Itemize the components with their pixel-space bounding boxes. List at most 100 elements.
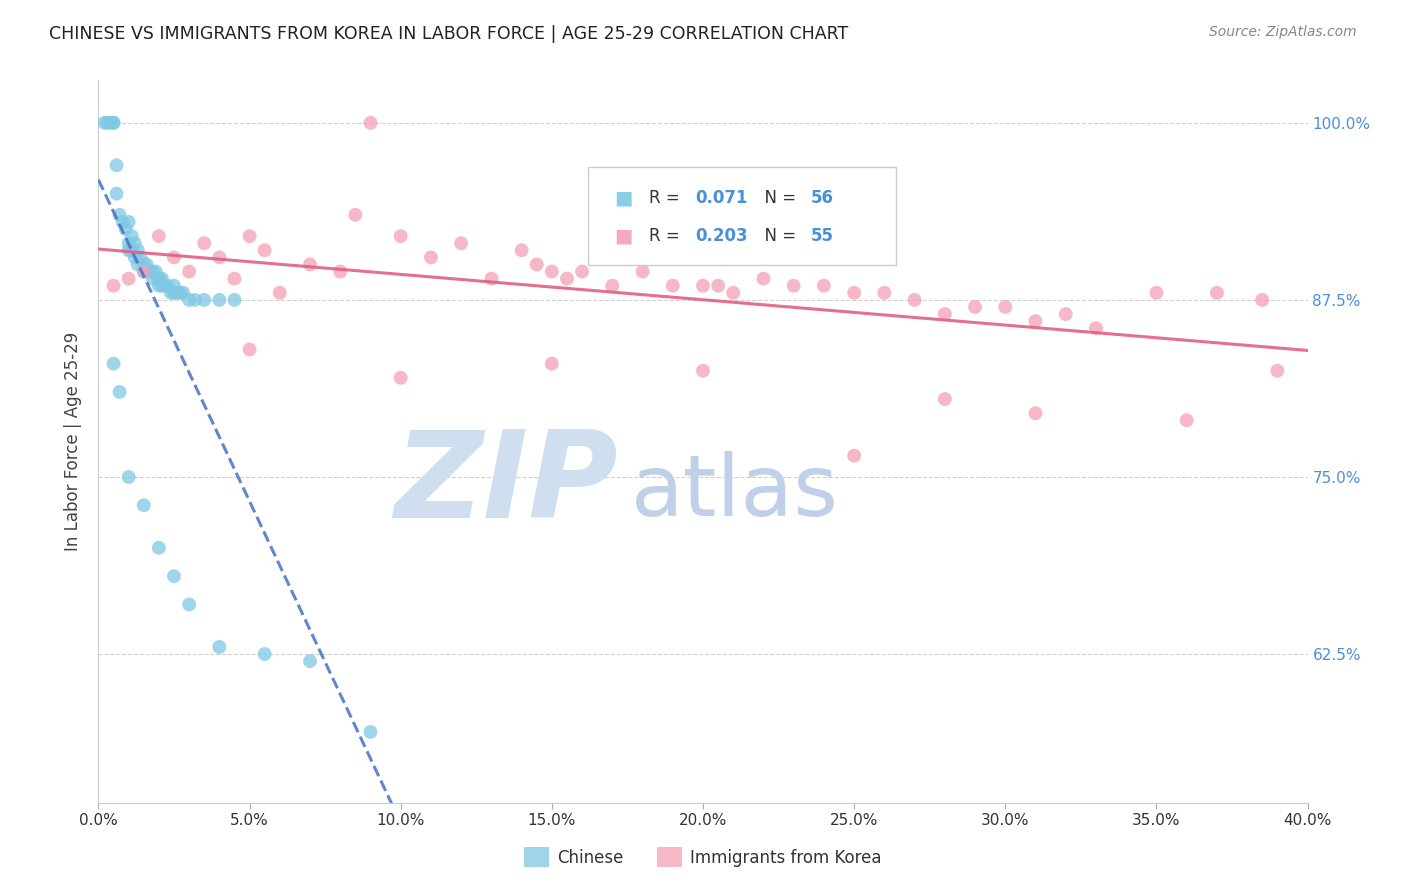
Point bbox=[571, 264, 593, 278]
Point bbox=[148, 541, 170, 555]
Point bbox=[631, 264, 654, 278]
Point bbox=[329, 264, 352, 278]
Point bbox=[105, 158, 128, 172]
Point bbox=[142, 271, 165, 285]
Point bbox=[169, 285, 191, 300]
Point bbox=[184, 293, 207, 307]
Point bbox=[1206, 285, 1229, 300]
Point bbox=[148, 229, 170, 244]
Point bbox=[118, 271, 141, 285]
Point bbox=[118, 244, 141, 258]
Point bbox=[224, 293, 246, 307]
Point bbox=[934, 392, 956, 406]
Point bbox=[1175, 413, 1198, 427]
Point bbox=[118, 470, 141, 484]
Point bbox=[129, 251, 152, 265]
Point bbox=[1054, 307, 1077, 321]
Point bbox=[208, 251, 231, 265]
Point bbox=[299, 654, 322, 668]
Point bbox=[150, 278, 173, 293]
Point bbox=[145, 264, 167, 278]
Point bbox=[124, 251, 146, 265]
Point bbox=[193, 293, 215, 307]
Point bbox=[1085, 321, 1108, 335]
Point bbox=[132, 264, 155, 278]
Point bbox=[166, 285, 188, 300]
Point bbox=[420, 251, 443, 265]
Point bbox=[723, 285, 745, 300]
Text: ■: ■ bbox=[614, 226, 633, 245]
Point bbox=[360, 725, 382, 739]
Point bbox=[163, 251, 186, 265]
Point bbox=[105, 186, 128, 201]
Point bbox=[540, 264, 562, 278]
Point bbox=[163, 278, 186, 293]
Text: 0.071: 0.071 bbox=[696, 189, 748, 207]
Y-axis label: In Labor Force | Age 25-29: In Labor Force | Age 25-29 bbox=[65, 332, 83, 551]
Point bbox=[150, 271, 173, 285]
Point bbox=[481, 271, 503, 285]
Point bbox=[844, 285, 866, 300]
Point bbox=[124, 236, 146, 251]
Point bbox=[224, 271, 246, 285]
Point bbox=[100, 116, 122, 130]
Point bbox=[103, 357, 125, 371]
Point bbox=[1267, 364, 1289, 378]
Point bbox=[160, 285, 183, 300]
Point bbox=[994, 300, 1017, 314]
Point bbox=[118, 236, 141, 251]
Point bbox=[163, 285, 186, 300]
Point bbox=[111, 215, 134, 229]
Legend: Chinese, Immigrants from Korea: Chinese, Immigrants from Korea bbox=[517, 840, 889, 874]
Point bbox=[121, 244, 143, 258]
Point bbox=[692, 278, 714, 293]
Point bbox=[156, 278, 179, 293]
Point bbox=[692, 364, 714, 378]
Point bbox=[96, 116, 118, 130]
Point bbox=[389, 371, 412, 385]
Point bbox=[661, 278, 683, 293]
Point bbox=[139, 264, 162, 278]
Text: R =: R = bbox=[648, 189, 685, 207]
Text: ■: ■ bbox=[614, 188, 633, 208]
Point bbox=[127, 257, 149, 271]
Text: ZIP: ZIP bbox=[395, 426, 619, 543]
Point bbox=[450, 236, 472, 251]
Point bbox=[132, 264, 155, 278]
Text: R =: R = bbox=[648, 227, 685, 244]
Point bbox=[148, 278, 170, 293]
Point bbox=[148, 271, 170, 285]
Point bbox=[253, 244, 276, 258]
Text: 56: 56 bbox=[811, 189, 834, 207]
Text: 0.203: 0.203 bbox=[696, 227, 748, 244]
Point bbox=[208, 293, 231, 307]
Point bbox=[602, 278, 624, 293]
Point bbox=[108, 208, 131, 222]
Point bbox=[239, 343, 262, 357]
Point bbox=[132, 257, 155, 271]
Point bbox=[707, 278, 730, 293]
Point bbox=[172, 285, 194, 300]
Point bbox=[813, 278, 835, 293]
Point bbox=[127, 244, 149, 258]
Point bbox=[208, 640, 231, 654]
Point bbox=[873, 285, 896, 300]
Point bbox=[1251, 293, 1274, 307]
Point bbox=[344, 208, 367, 222]
Text: Source: ZipAtlas.com: Source: ZipAtlas.com bbox=[1209, 25, 1357, 39]
Point bbox=[163, 569, 186, 583]
Point bbox=[132, 498, 155, 512]
Text: CHINESE VS IMMIGRANTS FROM KOREA IN LABOR FORCE | AGE 25-29 CORRELATION CHART: CHINESE VS IMMIGRANTS FROM KOREA IN LABO… bbox=[49, 25, 848, 43]
Point bbox=[153, 278, 176, 293]
Point bbox=[965, 300, 987, 314]
Point bbox=[103, 116, 125, 130]
Point bbox=[121, 229, 143, 244]
Point bbox=[103, 278, 125, 293]
Point bbox=[108, 384, 131, 399]
FancyBboxPatch shape bbox=[588, 167, 897, 265]
Text: N =: N = bbox=[754, 189, 801, 207]
Point bbox=[269, 285, 291, 300]
Point bbox=[93, 116, 115, 130]
Text: atlas: atlas bbox=[630, 450, 838, 533]
Point bbox=[1146, 285, 1168, 300]
